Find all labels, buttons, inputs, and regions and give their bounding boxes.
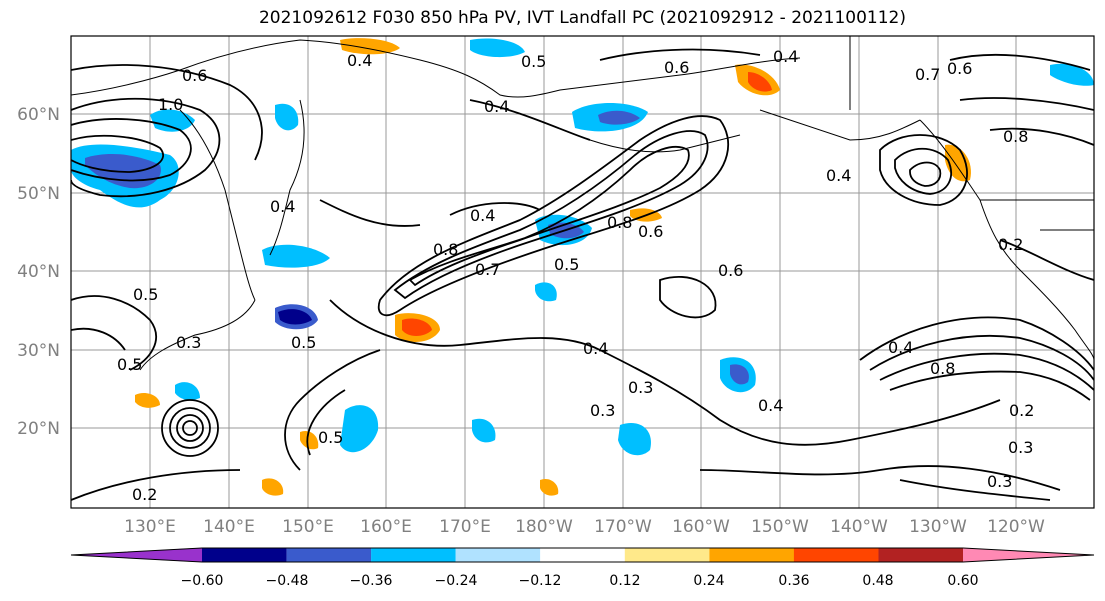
contour-label: 0.8 xyxy=(1003,127,1028,146)
lon-label: 170°E xyxy=(439,517,491,537)
lat-label: 20°N xyxy=(17,419,60,439)
colorbar-tick-label: 0.60 xyxy=(947,573,978,589)
lon-label: 120°W xyxy=(987,517,1045,537)
colorbar-extend-min xyxy=(71,548,202,562)
colorbar-tick-label: −0.48 xyxy=(266,573,309,589)
contour-label: 0.6 xyxy=(638,222,663,241)
contour-label: 1.0 xyxy=(158,95,183,114)
map-content: 0.6 1.0 0.4 0.5 0.4 0.6 0.4 0.7 0.6 0.4 … xyxy=(71,36,1094,508)
contour-label: 0.7 xyxy=(915,65,940,84)
contour-label: 0.4 xyxy=(270,197,295,216)
lon-labels: 130°E 140°E 150°E 160°E 170°E 180°W 170°… xyxy=(124,517,1045,537)
colorbar-extend-max xyxy=(963,548,1094,562)
contour-label: 0.5 xyxy=(554,255,579,274)
colorbar xyxy=(70,547,1095,563)
lon-label: 140°E xyxy=(203,517,255,537)
lat-label: 50°N xyxy=(17,184,60,204)
contour-label: 0.4 xyxy=(826,166,851,185)
colorbar-outline xyxy=(70,547,1095,563)
contour-label: 0.3 xyxy=(590,401,615,420)
colorbar-box xyxy=(455,548,541,562)
colorbar-box xyxy=(624,548,710,562)
lon-label: 160°E xyxy=(360,517,412,537)
contour-label: 0.6 xyxy=(947,59,972,78)
lon-label: 150°E xyxy=(282,517,334,537)
colorbar-tick-label: 0.12 xyxy=(609,573,640,589)
contour-label: 0.3 xyxy=(987,472,1012,491)
pv-shading xyxy=(71,38,1094,496)
lon-label: 160°W xyxy=(672,517,730,537)
colorbar-tick-labels: −0.60 −0.48 −0.36 −0.24 −0.12 0.12 0.24 … xyxy=(181,573,979,589)
contour-label: 0.3 xyxy=(628,378,653,397)
contour-label: 0.5 xyxy=(291,333,316,352)
colorbar-box xyxy=(793,548,879,562)
contour-label: 0.4 xyxy=(773,47,798,66)
contour-label: 0.5 xyxy=(117,355,142,374)
map-frame-bg xyxy=(71,36,1094,508)
lon-label: 130°E xyxy=(124,517,176,537)
contour-label: 0.6 xyxy=(664,58,689,77)
colorbar-box xyxy=(371,548,456,562)
map-title: 2021092612 F030 850 hPa PV, IVT Landfall… xyxy=(258,8,906,28)
colorbar-tick-label: −0.36 xyxy=(350,573,393,589)
colorbar-tick-label: 0.24 xyxy=(693,573,724,589)
contour-label: 0.5 xyxy=(133,285,158,304)
contour-label: 0.4 xyxy=(758,396,783,415)
colorbar-box xyxy=(709,548,794,562)
contour-labels: 0.6 1.0 0.4 0.5 0.4 0.6 0.4 0.7 0.6 0.4 … xyxy=(117,47,1034,504)
coastlines xyxy=(71,36,1094,371)
colorbar-tick-label: 0.36 xyxy=(778,573,809,589)
contour-label: 0.2 xyxy=(998,235,1023,254)
contour-label: 0.4 xyxy=(470,206,495,225)
lat-label: 40°N xyxy=(17,262,60,282)
colorbar-tick-label: −0.24 xyxy=(435,573,478,589)
lat-label: 60°N xyxy=(17,105,60,125)
contour-label: 0.3 xyxy=(176,333,201,352)
colorbar-tick-label: −0.60 xyxy=(181,573,224,589)
contour-label: 0.2 xyxy=(1009,401,1034,420)
contour-label: 0.8 xyxy=(607,213,632,232)
contour-label: 0.7 xyxy=(475,260,500,279)
contour-label: 0.8 xyxy=(930,359,955,378)
colorbar-tick-label: 0.48 xyxy=(862,573,893,589)
contour-label: 0.8 xyxy=(433,240,458,259)
contour-label: 0.2 xyxy=(132,485,157,504)
contour-label: 0.4 xyxy=(888,338,913,357)
gridlines xyxy=(71,36,1094,508)
contour-label: 0.6 xyxy=(718,261,743,280)
lon-label: 180°W xyxy=(515,517,573,537)
lat-label: 30°N xyxy=(17,341,60,361)
pv-contours xyxy=(71,48,1094,501)
contour-label: 0.4 xyxy=(484,97,509,116)
contour-label: 0.6 xyxy=(182,66,207,85)
lon-label: 130°W xyxy=(909,517,967,537)
colorbar-box xyxy=(202,548,287,562)
colorbar-tick-label: −0.12 xyxy=(519,573,562,589)
lon-label: 170°W xyxy=(594,517,652,537)
map-frame xyxy=(70,35,1095,509)
lat-labels: 60°N 50°N 40°N 30°N 20°N xyxy=(17,105,60,439)
contour-label: 0.5 xyxy=(521,52,546,71)
colorbar-box xyxy=(540,548,625,562)
contour-label: 0.3 xyxy=(1008,438,1033,457)
contour-label: 0.4 xyxy=(347,51,372,70)
lon-label: 150°W xyxy=(751,517,809,537)
contour-label: 0.5 xyxy=(318,428,343,447)
colorbar-box xyxy=(286,548,372,562)
contour-label: 0.4 xyxy=(583,339,608,358)
lon-label: 140°W xyxy=(830,517,888,537)
colorbar-box xyxy=(878,548,964,562)
